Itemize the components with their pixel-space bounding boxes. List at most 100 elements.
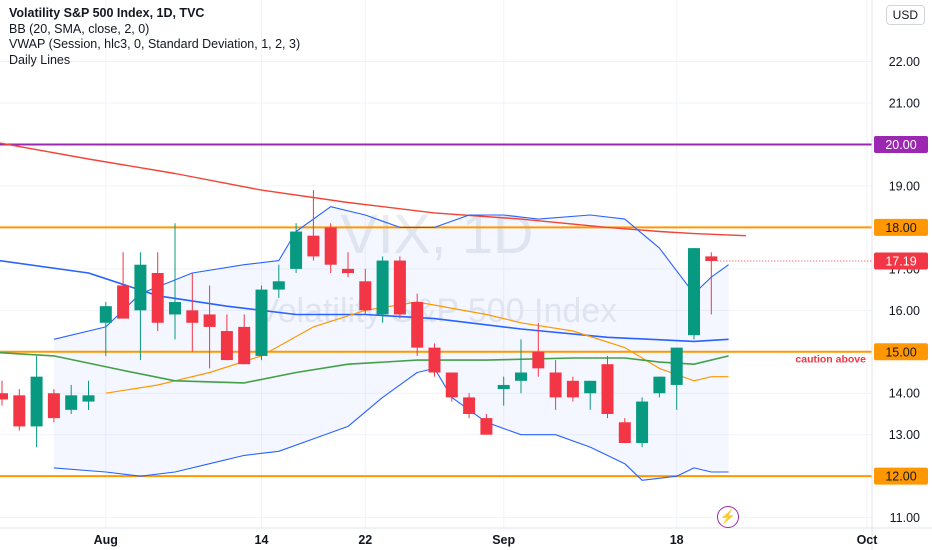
price-label-12.00: 12.00	[885, 470, 916, 484]
candle-body	[393, 260, 406, 315]
candle	[82, 380, 95, 410]
candle-body	[601, 364, 614, 414]
candle-body	[618, 422, 631, 443]
series-ma-green	[0, 351, 729, 384]
candle-body	[134, 264, 147, 311]
candle	[255, 285, 268, 361]
price-label-18.00: 18.00	[885, 221, 916, 235]
candle	[99, 302, 112, 356]
candle-body	[220, 331, 233, 361]
candle-body	[670, 347, 683, 385]
candle	[705, 252, 718, 315]
candle-body	[549, 372, 562, 398]
candle-body	[307, 235, 320, 257]
candle	[290, 223, 303, 273]
candle	[497, 376, 510, 406]
candle	[272, 264, 285, 298]
candle	[13, 389, 26, 431]
candle-body	[428, 347, 441, 373]
candle-body	[255, 289, 268, 356]
candle-body	[99, 306, 112, 323]
candle-body	[359, 281, 372, 311]
candle-body	[82, 395, 95, 402]
candle-body	[497, 384, 510, 390]
price-tick-label: 22.00	[889, 55, 920, 69]
candle	[151, 252, 164, 332]
candle	[186, 273, 199, 352]
candle	[636, 397, 649, 448]
time-tick-label: 14	[255, 533, 269, 547]
indicator-vwap-label[interactable]: VWAP (Session, hlc3, 0, Standard Deviati…	[9, 37, 301, 51]
chart-title: Volatility S&P 500 Index, 1D, TVC	[9, 6, 205, 20]
candle	[359, 268, 372, 315]
time-tick-label: Sep	[492, 533, 515, 547]
price-label-12.00-bg	[874, 467, 928, 485]
watermark-name: Volatility S&P 500 Index	[257, 292, 617, 330]
candle-body	[411, 302, 424, 348]
candle-body	[169, 302, 181, 315]
candle-body	[653, 376, 666, 394]
candle-body	[463, 397, 476, 414]
candle-body	[151, 273, 164, 323]
candle	[47, 389, 60, 423]
candle-body	[65, 395, 78, 410]
candle-body	[566, 380, 579, 398]
time-tick-label: 18	[670, 533, 684, 547]
candle	[670, 347, 683, 410]
price-label-18.00-bg	[874, 218, 928, 236]
line-annotation: caution above	[795, 353, 866, 365]
candle-body	[47, 393, 60, 419]
candle-body	[0, 393, 8, 400]
candle-body	[445, 372, 458, 398]
candle	[566, 376, 579, 402]
candle	[601, 355, 614, 419]
candle	[515, 339, 527, 394]
candle-body	[30, 376, 43, 427]
series-bb-upper	[53, 206, 729, 340]
candle-body	[584, 380, 597, 394]
candle-body	[480, 418, 493, 435]
candle	[532, 322, 545, 377]
candle	[220, 314, 233, 361]
candle-body	[688, 248, 700, 336]
candle-body	[515, 372, 527, 381]
bollinger-band-fill	[53, 206, 729, 481]
indicator-daily-lines-label[interactable]: Daily Lines	[9, 52, 71, 67]
price-tick-label: 21.00	[889, 97, 920, 111]
candle-body	[203, 314, 216, 327]
candle-body	[324, 227, 337, 265]
candle	[65, 384, 78, 414]
time-tick-label: 22	[358, 533, 372, 547]
candle	[376, 256, 389, 323]
candle	[117, 252, 130, 319]
candle	[393, 256, 406, 319]
candle-body	[117, 285, 130, 319]
last-price-label-bg	[874, 252, 928, 270]
price-tick-label: 14.00	[889, 387, 920, 401]
price-label-15.00: 15.00	[885, 345, 916, 359]
events-flash-icon[interactable]: ⚡	[717, 506, 739, 528]
price-label-20.00: 20.00	[885, 138, 916, 152]
candle	[445, 372, 458, 402]
candle	[480, 413, 493, 435]
price-label-20.00-bg	[874, 135, 928, 153]
candle-body	[272, 281, 285, 290]
candle	[134, 252, 147, 361]
candle-body	[532, 351, 545, 369]
candle	[307, 190, 320, 261]
price-tick-label: 16.00	[889, 304, 920, 318]
candle-body	[238, 326, 251, 365]
series-sma-red	[0, 142, 746, 237]
last-price-label: 17.19	[885, 254, 916, 268]
candle	[618, 418, 631, 443]
candle	[463, 393, 476, 419]
candle-body	[290, 231, 303, 269]
price-tick-label: 11.00	[890, 511, 920, 525]
candle	[203, 285, 216, 369]
candle	[653, 376, 666, 398]
indicator-bb-label[interactable]: BB (20, SMA, close, 2, 0)	[9, 21, 150, 36]
candle-body	[376, 260, 389, 315]
currency-button[interactable]: USD	[885, 5, 925, 25]
candle-body	[13, 395, 26, 427]
